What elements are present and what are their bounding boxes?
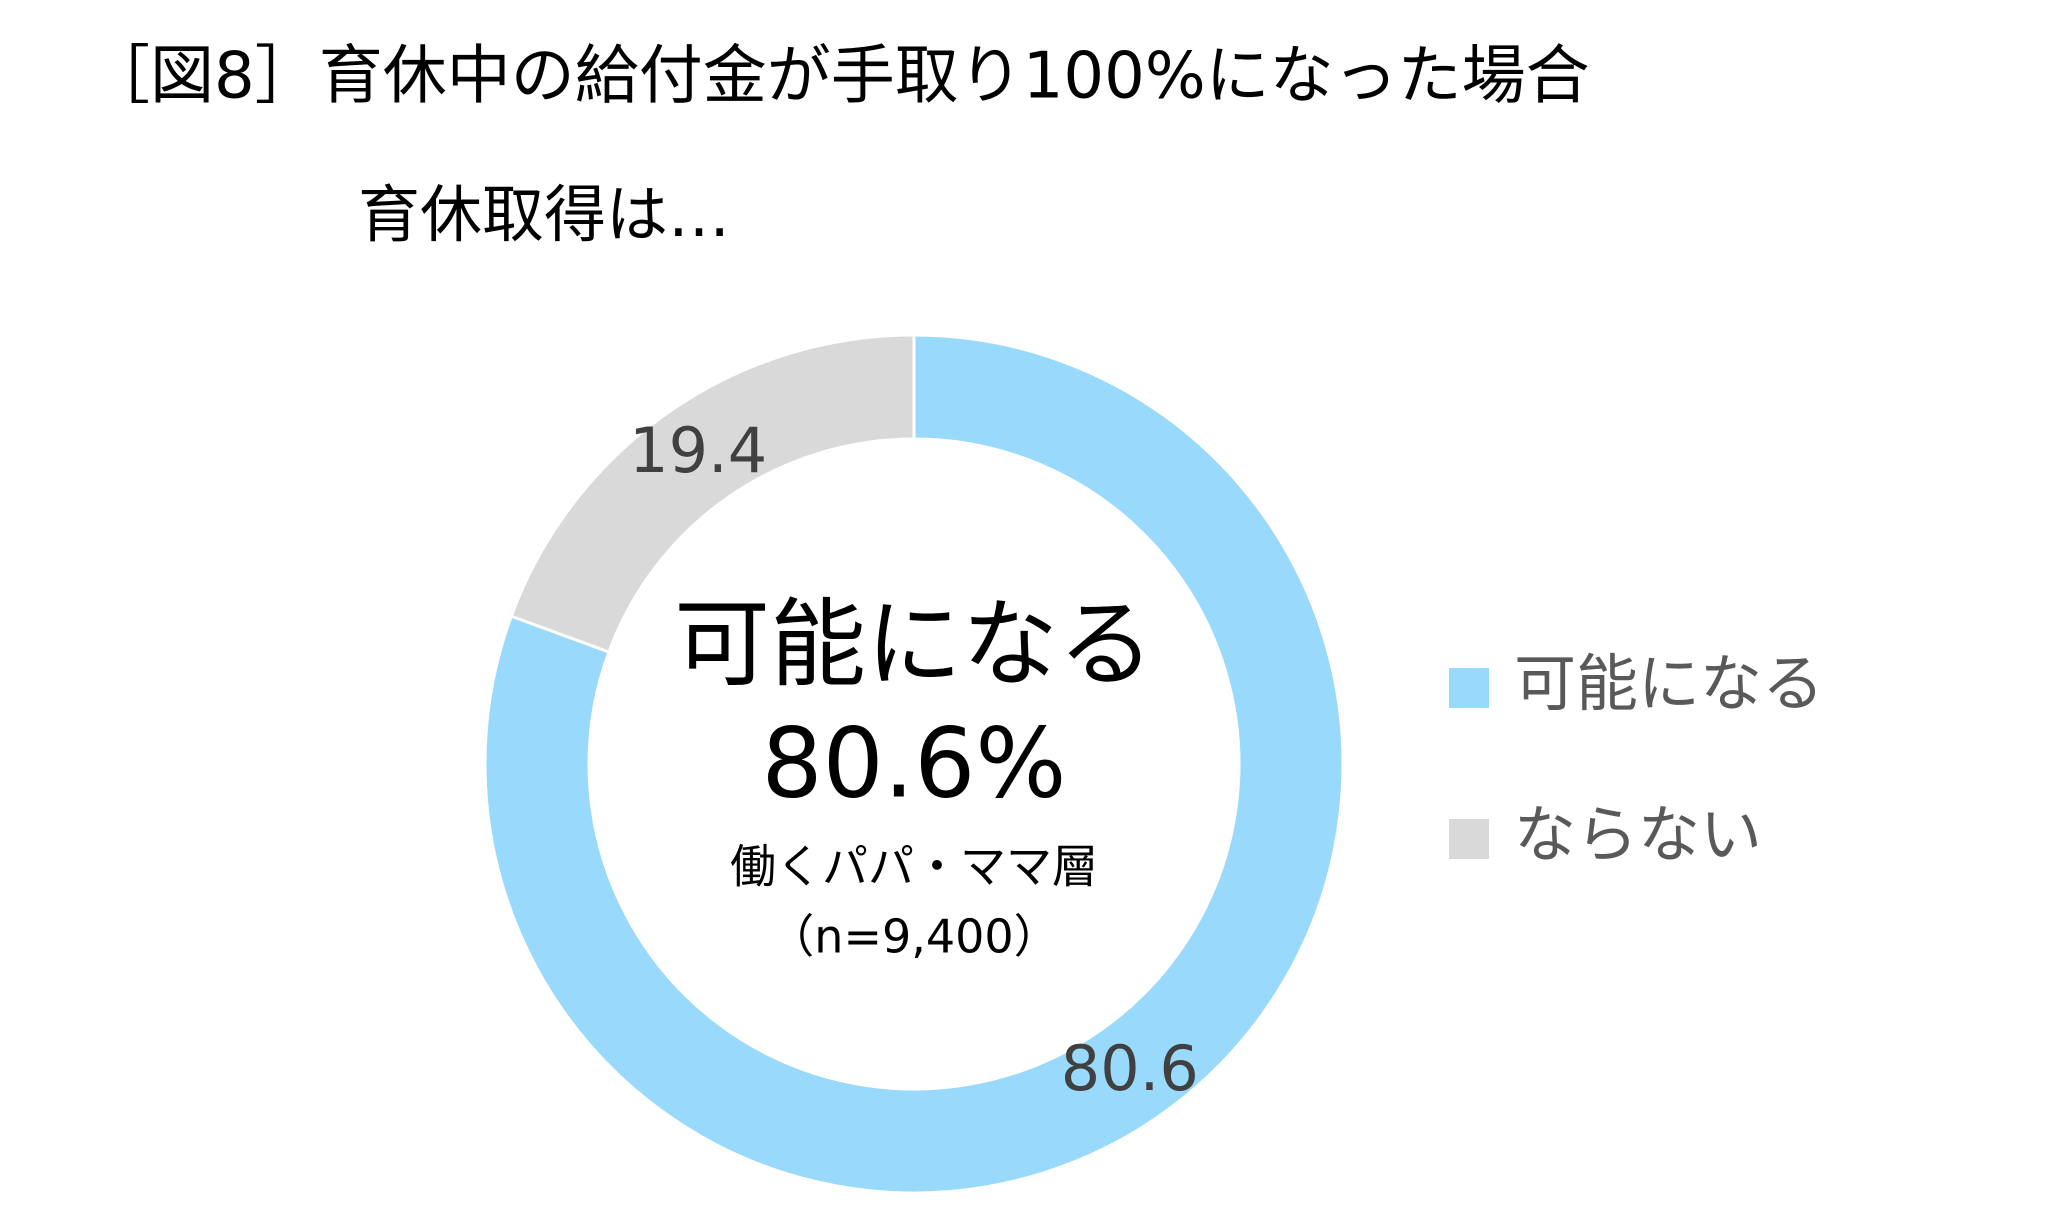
legend-swatch xyxy=(1449,668,1489,708)
donut-segment xyxy=(509,333,916,654)
chart-title: ［図8］育休中の給付金が手取り100%になった場合 xyxy=(86,40,1590,114)
legend-label: ならない xyxy=(1514,798,1762,871)
chart-subtitle: 育休取得は… xyxy=(358,178,730,251)
donut-segment xyxy=(483,333,1345,1195)
data-label: 80.6 xyxy=(1061,1032,1199,1105)
legend-label: 可能になる xyxy=(1514,647,1824,720)
center-text: 働くパパ・ママ層 xyxy=(730,840,1098,894)
legend-swatch xyxy=(1449,819,1489,859)
center-text: 80.6% xyxy=(762,707,1067,819)
data-label: 19.4 xyxy=(629,414,767,487)
center-text: 可能になる xyxy=(674,588,1154,700)
center-text: （n=9,400） xyxy=(768,910,1059,964)
